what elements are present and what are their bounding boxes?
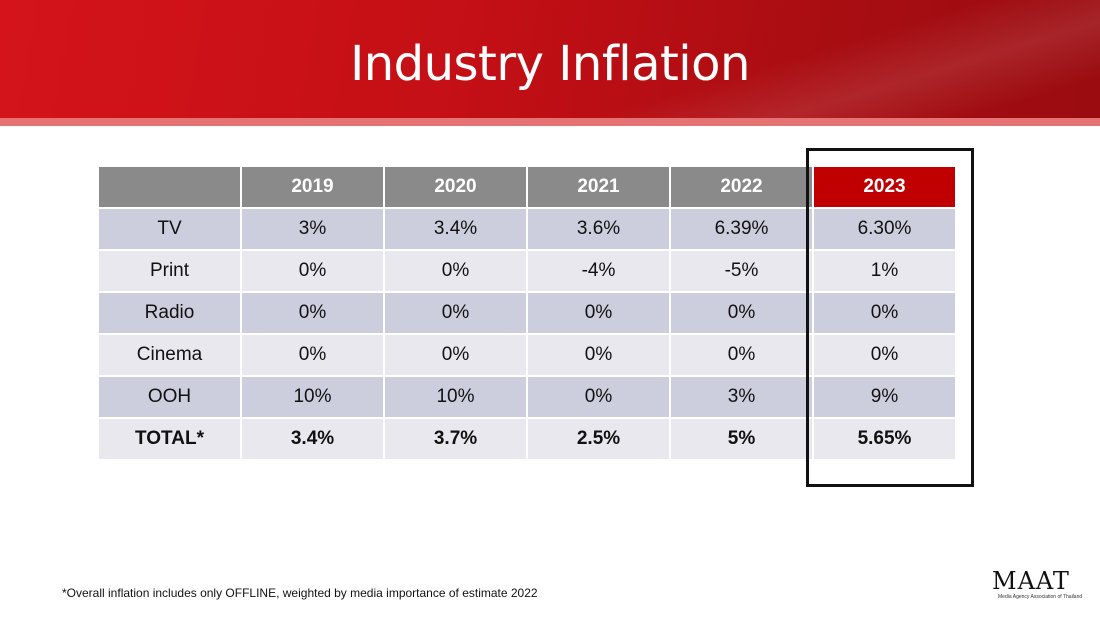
- row-label: TOTAL*: [99, 419, 240, 459]
- header-2022: 2022: [671, 167, 812, 207]
- table-cell: 5%: [671, 419, 812, 459]
- table-cell: 3.6%: [528, 209, 669, 249]
- table-cell: 0%: [528, 377, 669, 417]
- header-2019: 2019: [242, 167, 383, 207]
- table-cell: 2.5%: [528, 419, 669, 459]
- header-2020: 2020: [385, 167, 526, 207]
- table-cell: 3.4%: [242, 419, 383, 459]
- table-header-row: 2019 2020 2021 2022 2023: [99, 167, 955, 207]
- table-cell: 0%: [385, 251, 526, 291]
- table-cell: 6.39%: [671, 209, 812, 249]
- table-cell: 5.65%: [814, 419, 955, 459]
- table-cell: 0%: [385, 293, 526, 333]
- table-cell: 0%: [528, 293, 669, 333]
- table-cell: 10%: [385, 377, 526, 417]
- table-row-ooh: OOH 10% 10% 0% 3% 9%: [99, 377, 955, 417]
- title-banner: Industry Inflation: [0, 0, 1100, 118]
- header-corner: [99, 167, 240, 207]
- logo-subtitle: Media Agency Association of Thailand: [998, 594, 1083, 600]
- table-cell: 0%: [814, 335, 955, 375]
- table-row-tv: TV 3% 3.4% 3.6% 6.39% 6.30%: [99, 209, 955, 249]
- table-row-cinema: Cinema 0% 0% 0% 0% 0%: [99, 335, 955, 375]
- maat-logo: MAAT Media Agency Association of Thailan…: [992, 568, 1092, 610]
- footnote: *Overall inflation includes only OFFLINE…: [62, 586, 538, 600]
- highlight-box-2023: [806, 148, 974, 487]
- table-cell: 0%: [671, 335, 812, 375]
- table-cell: 6.30%: [814, 209, 955, 249]
- table-cell: -5%: [671, 251, 812, 291]
- row-label: Radio: [99, 293, 240, 333]
- table-cell: -4%: [528, 251, 669, 291]
- table-cell: 10%: [242, 377, 383, 417]
- table-cell: 1%: [814, 251, 955, 291]
- table-row-radio: Radio 0% 0% 0% 0% 0%: [99, 293, 955, 333]
- table-cell: 0%: [242, 251, 383, 291]
- logo-wordmark: MAAT: [992, 567, 1070, 595]
- row-label: TV: [99, 209, 240, 249]
- table-cell: 0%: [814, 293, 955, 333]
- slide-title: Industry Inflation: [350, 36, 750, 92]
- table-cell: 3%: [242, 209, 383, 249]
- table-row-print: Print 0% 0% -4% -5% 1%: [99, 251, 955, 291]
- table-row-total: TOTAL* 3.4% 3.7% 2.5% 5% 5.65%: [99, 419, 955, 459]
- header-2023: 2023: [814, 167, 955, 207]
- row-label: Cinema: [99, 335, 240, 375]
- table-cell: 9%: [814, 377, 955, 417]
- banner-stripe: [0, 118, 1100, 126]
- table-cell: 3.7%: [385, 419, 526, 459]
- table-cell: 0%: [242, 335, 383, 375]
- row-label: OOH: [99, 377, 240, 417]
- table-cell: 0%: [671, 293, 812, 333]
- table-cell: 3%: [671, 377, 812, 417]
- table-cell: 3.4%: [385, 209, 526, 249]
- table-cell: 0%: [242, 293, 383, 333]
- table-cell: 0%: [385, 335, 526, 375]
- header-2021: 2021: [528, 167, 669, 207]
- inflation-table: 2019 2020 2021 2022 2023 TV 3% 3.4% 3.6%…: [97, 165, 957, 461]
- row-label: Print: [99, 251, 240, 291]
- table-cell: 0%: [528, 335, 669, 375]
